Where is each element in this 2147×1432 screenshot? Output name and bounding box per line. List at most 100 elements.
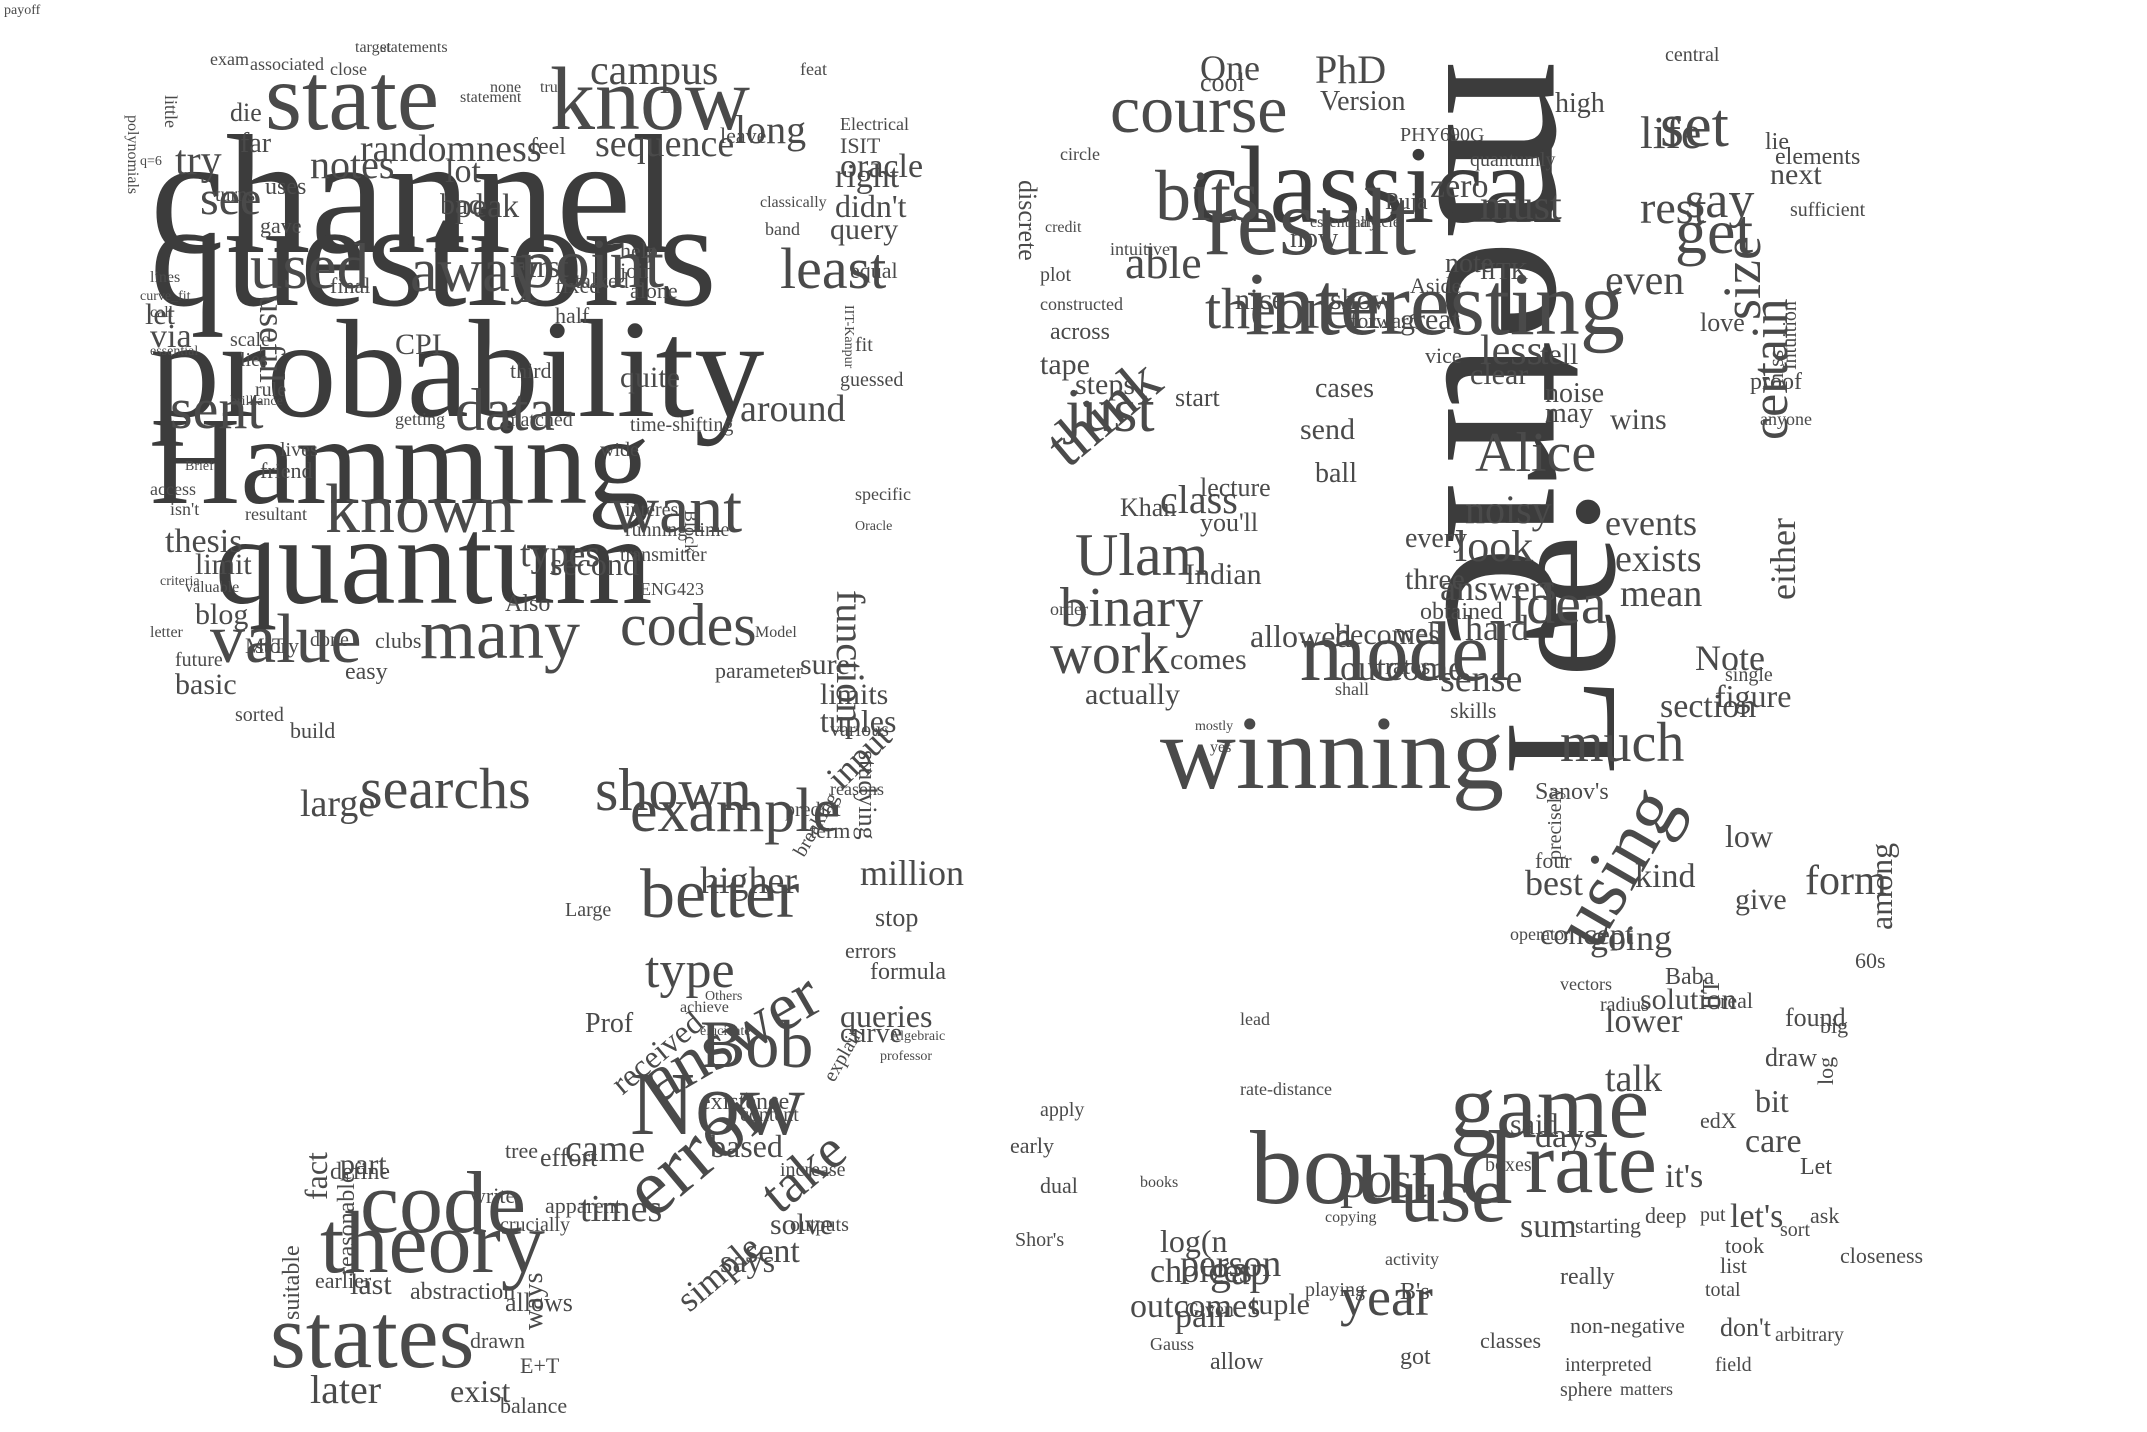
left_quote-word-65: higher bbox=[700, 860, 798, 902]
right_quote-word-110: cases bbox=[1315, 373, 1375, 404]
right_quote-word-99: Version bbox=[1320, 86, 1406, 117]
right_quote-word-140: IIT bbox=[1699, 979, 1725, 1010]
left_quote-word-94: story bbox=[255, 633, 299, 658]
right_quote-word-114: love bbox=[1700, 308, 1745, 337]
left_quote-word-7: point bbox=[520, 226, 664, 303]
left_quote-word-138: transmitter bbox=[620, 544, 707, 566]
right_quote-word-152: took bbox=[1725, 1233, 1765, 1258]
right_quote-word-58: give bbox=[1735, 883, 1787, 916]
right_quote-word-148: got bbox=[1400, 1344, 1431, 1370]
right_quote-word-9: rate bbox=[1525, 1115, 1657, 1212]
left_quote-word-168: access bbox=[150, 479, 196, 499]
left_quote-word-61: tuples bbox=[820, 703, 897, 739]
left_quote-word-98: alone bbox=[630, 278, 678, 303]
left_quote-word-123: crucially bbox=[500, 1214, 570, 1236]
left_quote-word-71: part bbox=[340, 1148, 387, 1181]
right_quote-word-145: draw bbox=[1765, 1043, 1817, 1072]
right_quote-word-47: sense bbox=[1440, 658, 1523, 700]
right_quote-word-136: real bbox=[1720, 988, 1753, 1013]
left_quote-word-141: wide bbox=[600, 439, 639, 461]
left_quote-word-151: turns bbox=[215, 184, 255, 206]
right_quote-word-84: tape bbox=[1040, 348, 1090, 381]
left_quote-word-163: IIT-Kanpur bbox=[841, 305, 856, 369]
left_quote-word-36: see bbox=[200, 172, 262, 225]
left_quote-word-106: easy bbox=[345, 659, 388, 685]
left_quote-word-55: thesis bbox=[165, 523, 243, 560]
right_quote-word-71: pair bbox=[1175, 1298, 1228, 1335]
right_quote-word-142: log bbox=[1813, 1056, 1838, 1085]
left_quote-word-72: fact bbox=[298, 1152, 334, 1200]
left_quote-word-125: content bbox=[740, 1104, 799, 1126]
right_quote-word-107: ball bbox=[1315, 458, 1357, 489]
right_quote-word-33: rest bbox=[1640, 182, 1707, 233]
right_quote-word-96: wins bbox=[1610, 403, 1667, 436]
right_quote-word-108: well bbox=[1395, 618, 1444, 649]
right_quote-word-25: much bbox=[1560, 712, 1685, 774]
left_quote-word-159: none bbox=[490, 79, 522, 96]
left_quote-word-58: basic bbox=[175, 668, 237, 701]
left_quote-word-189: Algebraic bbox=[890, 1029, 946, 1044]
right_quote-word-150: total bbox=[1705, 1279, 1741, 1301]
right_quote-word-34: even bbox=[1605, 258, 1685, 304]
left_quote-word-24: Bob bbox=[700, 1006, 814, 1082]
right_quote-word-79: becomes bbox=[1335, 618, 1440, 651]
right_quote-word-49: Note bbox=[1695, 638, 1765, 678]
left_quote-word-107: MIT bbox=[245, 633, 286, 658]
right_quote-word-146: Let bbox=[1800, 1154, 1832, 1180]
right_quote-word-3: result bbox=[1205, 169, 1417, 275]
left_quote-word-39: didn't bbox=[835, 188, 907, 224]
right_quote-word-147: B's bbox=[1400, 1279, 1430, 1305]
left_quote-word-70: times bbox=[580, 1188, 663, 1230]
right_quote-word-161: boxes bbox=[1485, 1154, 1532, 1176]
left_quote-word-20: example bbox=[630, 777, 841, 845]
left_quote-word-100: fixed bbox=[555, 273, 601, 298]
left_quote-word-18: searchs bbox=[360, 756, 531, 821]
right_quote-word-174: copying bbox=[1325, 1209, 1377, 1226]
left_quote-word-179: polynomials bbox=[124, 115, 141, 195]
left_quote-word-45: First bbox=[510, 248, 569, 284]
right_quote-word-21: binary bbox=[1060, 577, 1204, 639]
right_quote-word-98: high bbox=[1555, 88, 1605, 119]
left_quote-word-10: least bbox=[780, 236, 887, 301]
right_quote-word-5: winning bbox=[1160, 694, 1505, 811]
right_quote-word-51: either bbox=[1763, 518, 1803, 600]
right_quote-word-101: across bbox=[1050, 319, 1110, 345]
right_quote-word-57: low bbox=[1725, 818, 1773, 854]
left_quote-word-38: right bbox=[835, 158, 900, 195]
left_quote-word-37: long bbox=[735, 107, 807, 152]
right_quote-word-167: arbitrary bbox=[1775, 1324, 1844, 1346]
right_quote-word-54: lower bbox=[1605, 1003, 1683, 1040]
left_quote-word-47: quite bbox=[620, 361, 680, 394]
left_quote-word-139: running-time bbox=[625, 519, 730, 541]
right_quote-word-181: lead bbox=[1240, 1009, 1270, 1029]
right_quote-word-176: early bbox=[1010, 1133, 1054, 1158]
right_quote-word-8: game bbox=[1450, 1055, 1650, 1157]
right_quote-word-180: shall bbox=[1335, 679, 1369, 699]
right_quote-word-138: edX bbox=[1700, 1108, 1737, 1133]
right_quote-word-178: Shor's bbox=[1015, 1229, 1065, 1251]
left_quote-word-12: sent bbox=[170, 376, 264, 441]
left_quote-word-0: channel bbox=[150, 101, 679, 289]
right_quote-word-184: intuitive bbox=[1110, 239, 1170, 259]
right_quote-word-52: figure bbox=[1715, 678, 1792, 714]
right_quote-word-115: proof bbox=[1750, 369, 1802, 395]
right_quote-word-113: next bbox=[1770, 158, 1822, 191]
right_quote-word-40: noisy bbox=[1465, 487, 1552, 532]
right_quote-word-36: less bbox=[1480, 328, 1543, 374]
left_quote-word-112: Also bbox=[505, 591, 551, 617]
left_quote-word-21: better bbox=[640, 856, 800, 933]
right_quote-word-15: get bbox=[1675, 196, 1754, 267]
right_quote-word-131: Sanov's bbox=[1535, 779, 1609, 805]
left_quote-word-118: earlier bbox=[315, 1268, 372, 1293]
left_quote-word-127: explain bbox=[819, 1023, 868, 1086]
left_quote-word-108: future bbox=[175, 649, 223, 671]
left_quote-word-76: solve bbox=[770, 1208, 834, 1241]
right_quote-word-78: allowed bbox=[1250, 618, 1352, 654]
left_quote-word-176: Brief bbox=[185, 459, 214, 474]
left_quote-word-103: lives bbox=[280, 439, 318, 461]
left_quote-word-135: studying bbox=[853, 750, 882, 840]
left_quote-word-84: effort bbox=[540, 1143, 598, 1172]
right_quote-word-55: going bbox=[1590, 918, 1673, 958]
left_quote-word-5: state bbox=[265, 44, 440, 150]
